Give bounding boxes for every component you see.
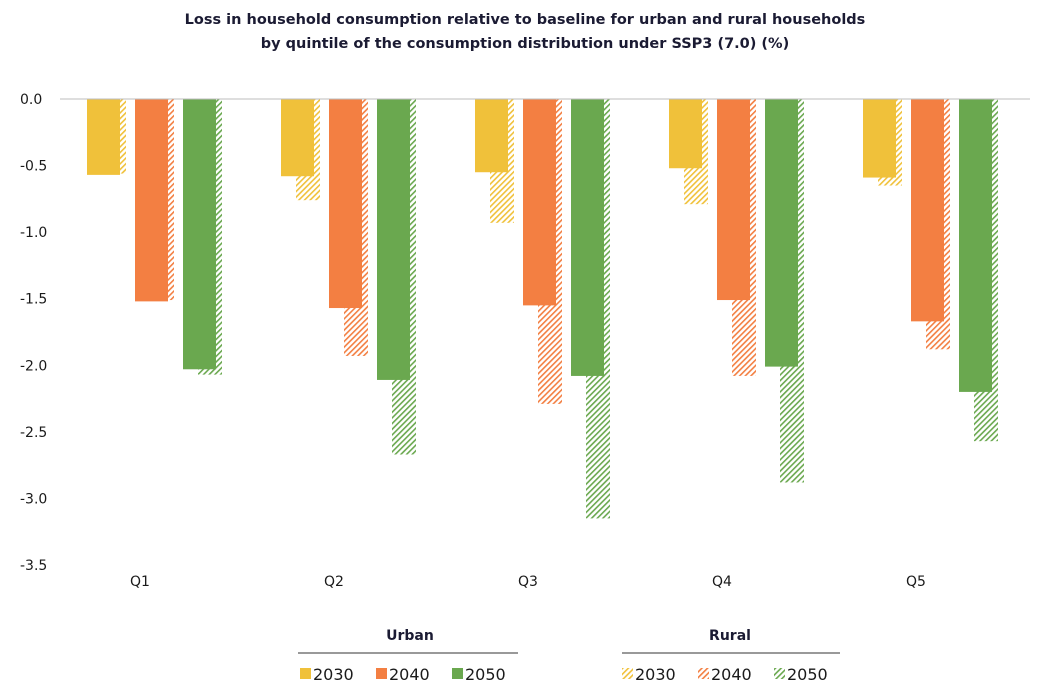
bar-urban-2040-q4 — [717, 99, 750, 301]
legend-label: 2030 — [635, 665, 676, 684]
legend-group-urban: Urban 2030 2040 2050 — [298, 628, 518, 684]
bar-urban-2050-q1 — [183, 99, 216, 370]
legend-swatch-urban-2040 — [376, 668, 387, 679]
legend-label: 2040 — [389, 665, 430, 684]
legend-swatch-rural-2040 — [698, 668, 709, 679]
bar-urban-2050-q2 — [377, 99, 410, 380]
legend-label: 2050 — [787, 665, 828, 684]
legend-swatch-rural-2050 — [774, 668, 785, 679]
y-tick-label: -0.5 — [20, 159, 47, 175]
x-category-label: Q3 — [518, 574, 538, 590]
y-axis: 0.0 -0.5 -1.0 -1.5 -2.0 -2.5 -3.0 -3.5 — [20, 92, 47, 574]
y-tick-label: 0.0 — [20, 92, 42, 108]
bar-urban-2030-q3 — [475, 99, 508, 173]
bar-urban-2040-q2 — [329, 99, 362, 309]
x-category-label: Q2 — [324, 574, 344, 590]
y-tick-label: -1.0 — [20, 225, 47, 241]
x-category-label: Q1 — [130, 574, 150, 590]
legend-swatch-rural-2030 — [622, 668, 633, 679]
bar-urban-2030-q2 — [281, 99, 314, 177]
legend-group-rural: Rural 2030 2040 2050 — [622, 628, 840, 684]
legend: Urban 2030 2040 2050 Rural 2030 2040 2050 — [298, 628, 840, 684]
y-tick-label: -3.0 — [20, 491, 47, 507]
x-category-label: Q4 — [712, 574, 732, 590]
x-category-label: Q5 — [906, 574, 926, 590]
chart-title-line-1: Loss in household consumption relative t… — [184, 12, 866, 28]
chart-title-line-2: by quintile of the consumption distribut… — [260, 36, 790, 52]
y-tick-label: -3.5 — [20, 558, 47, 574]
bar-urban-2050-q4 — [765, 99, 798, 367]
legend-swatch-urban-2030 — [300, 668, 311, 679]
bars — [87, 99, 998, 519]
bar-urban-2050-q3 — [571, 99, 604, 376]
legend-group-title: Urban — [386, 628, 434, 644]
y-tick-label: -1.5 — [20, 292, 47, 308]
bar-urban-2040-q3 — [523, 99, 556, 306]
x-axis: Q1 Q2 Q3 Q4 Q5 — [130, 574, 926, 590]
legend-label: 2030 — [313, 665, 354, 684]
bar-urban-2050-q5 — [959, 99, 992, 392]
bar-urban-2030-q4 — [669, 99, 702, 169]
legend-label: 2050 — [465, 665, 506, 684]
bar-urban-2030-q5 — [863, 99, 896, 178]
legend-group-title: Rural — [709, 628, 751, 644]
legend-label: 2040 — [711, 665, 752, 684]
bar-urban-2040-q1 — [135, 99, 168, 302]
bar-urban-2040-q5 — [911, 99, 944, 322]
bar-urban-2030-q1 — [87, 99, 120, 175]
y-tick-label: -2.0 — [20, 358, 47, 374]
chart-title: Loss in household consumption relative t… — [0, 8, 1050, 56]
legend-swatch-urban-2050 — [452, 668, 463, 679]
y-tick-label: -2.5 — [20, 425, 47, 441]
